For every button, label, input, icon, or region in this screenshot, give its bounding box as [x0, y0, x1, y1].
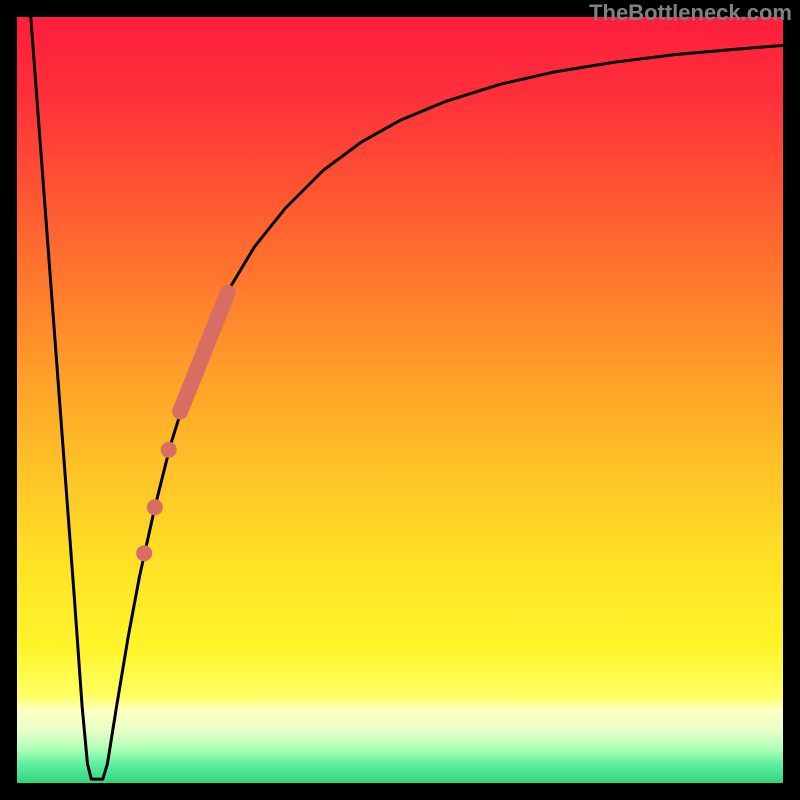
- highlight-dot: [161, 442, 177, 458]
- chart-background: [17, 17, 783, 783]
- bottleneck-chart: [0, 0, 800, 800]
- highlight-dot: [136, 545, 152, 561]
- watermark-text: TheBottleneck.com: [589, 0, 792, 26]
- highlight-dot: [147, 499, 163, 515]
